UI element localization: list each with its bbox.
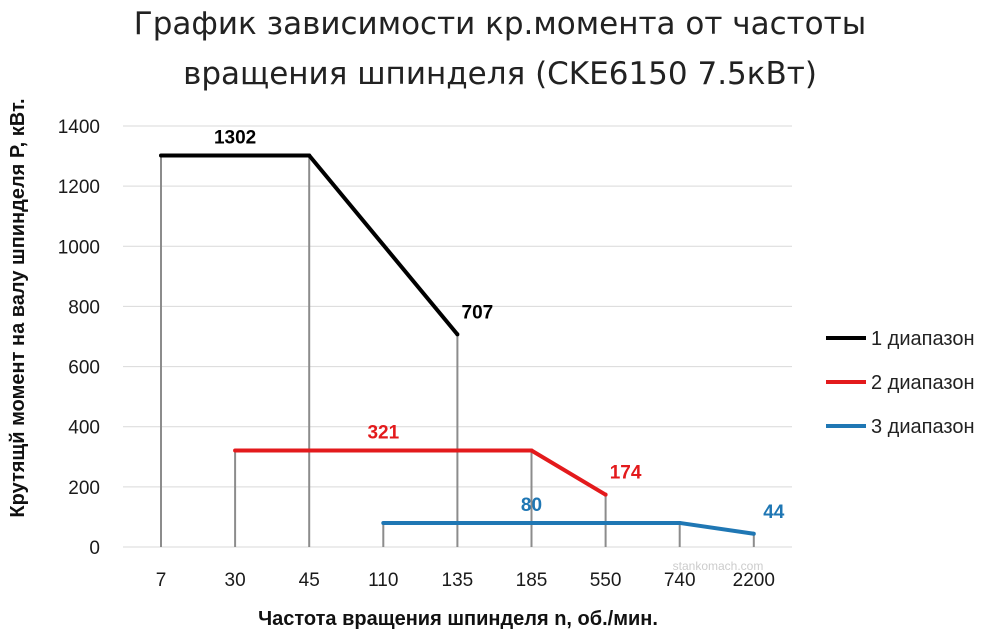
x-axis-title: Частота вращения шпинделя n, об./мин. [258, 608, 658, 630]
data-label-series-2: 321 [367, 422, 399, 443]
data-label-series-3: 44 [763, 502, 785, 523]
data-label-series-2: 174 [610, 463, 642, 484]
legend-label-3: 3 диапазон [871, 416, 975, 438]
data-point-series-3-2 [677, 520, 682, 525]
y-tick-label: 800 [68, 297, 100, 318]
drop-lines [160, 155, 755, 547]
data-point-series-1-3 [455, 332, 460, 337]
x-tick-label: 45 [299, 570, 320, 591]
x-tick-label: 2200 [733, 570, 775, 591]
chart-title-line-1: График зависимости кр.момента от частоты [133, 6, 867, 42]
data-point-series-1-1 [159, 153, 163, 158]
data-point-series-2-3 [603, 492, 608, 497]
legend-label-1: 1 диапазон [871, 328, 975, 350]
data-label-series-3: 80 [521, 495, 542, 516]
x-tick-label: 740 [664, 570, 696, 591]
data-label-series-1: 707 [462, 302, 494, 323]
tick-labels: 0 200 400 600 800 1000 1200 1400 7 30 45 110 135 185 5… [58, 117, 775, 591]
x-tick-label: 110 [368, 570, 398, 591]
data-point-series-2-1 [233, 448, 238, 453]
y-tick-label: 1000 [58, 237, 100, 258]
y-tick-label: 400 [68, 418, 100, 439]
data-point-series-1-2 [307, 153, 312, 158]
series-lines [159, 153, 756, 536]
y-tick-label: 600 [68, 358, 100, 379]
x-tick-label: 135 [442, 570, 474, 591]
y-tick-label: 1400 [58, 117, 100, 138]
watermark: stankomach.com [673, 559, 764, 573]
data-point-series-3-3 [751, 531, 756, 536]
data-labels: 1302 707 321 174 80 44 [214, 127, 785, 522]
data-label-series-1: 1302 [214, 127, 256, 148]
x-tick-label: 30 [225, 570, 246, 591]
y-axis-title: Крутящй момент на валу шпинделя P, кВт. [7, 98, 29, 517]
series-line-3 [383, 520, 755, 536]
legend: 1 диапазон 2 диапазон 3 диапазон [826, 328, 975, 438]
y-tick-label: 200 [68, 478, 100, 499]
series-line-2 [235, 448, 607, 497]
y-tick-label: 1200 [58, 177, 100, 198]
x-tick-label: 7 [156, 570, 167, 591]
chart-title-line-2: вращения шпинделя (CKE6150 7.5кВт) [183, 56, 817, 92]
data-point-series-2-2 [529, 448, 534, 453]
data-point-series-3-1 [381, 520, 386, 525]
x-tick-label: 185 [516, 570, 548, 591]
x-tick-label: 550 [590, 570, 622, 591]
legend-label-2: 2 диапазон [871, 372, 975, 394]
y-tick-label: 0 [89, 538, 100, 559]
